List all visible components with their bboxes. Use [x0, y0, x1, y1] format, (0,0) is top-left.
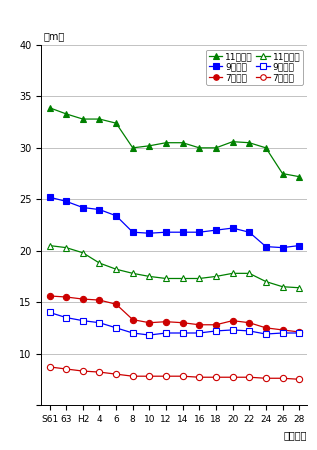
Text: （m）: （m）: [44, 32, 65, 41]
Legend: 11歳男子, 9歳男子, 7歳男子, 11歳女子, 9歳女子, 7歳女子: 11歳男子, 9歳男子, 7歳男子, 11歳女子, 9歳女子, 7歳女子: [206, 50, 303, 85]
Text: （年度）: （年度）: [284, 430, 307, 440]
